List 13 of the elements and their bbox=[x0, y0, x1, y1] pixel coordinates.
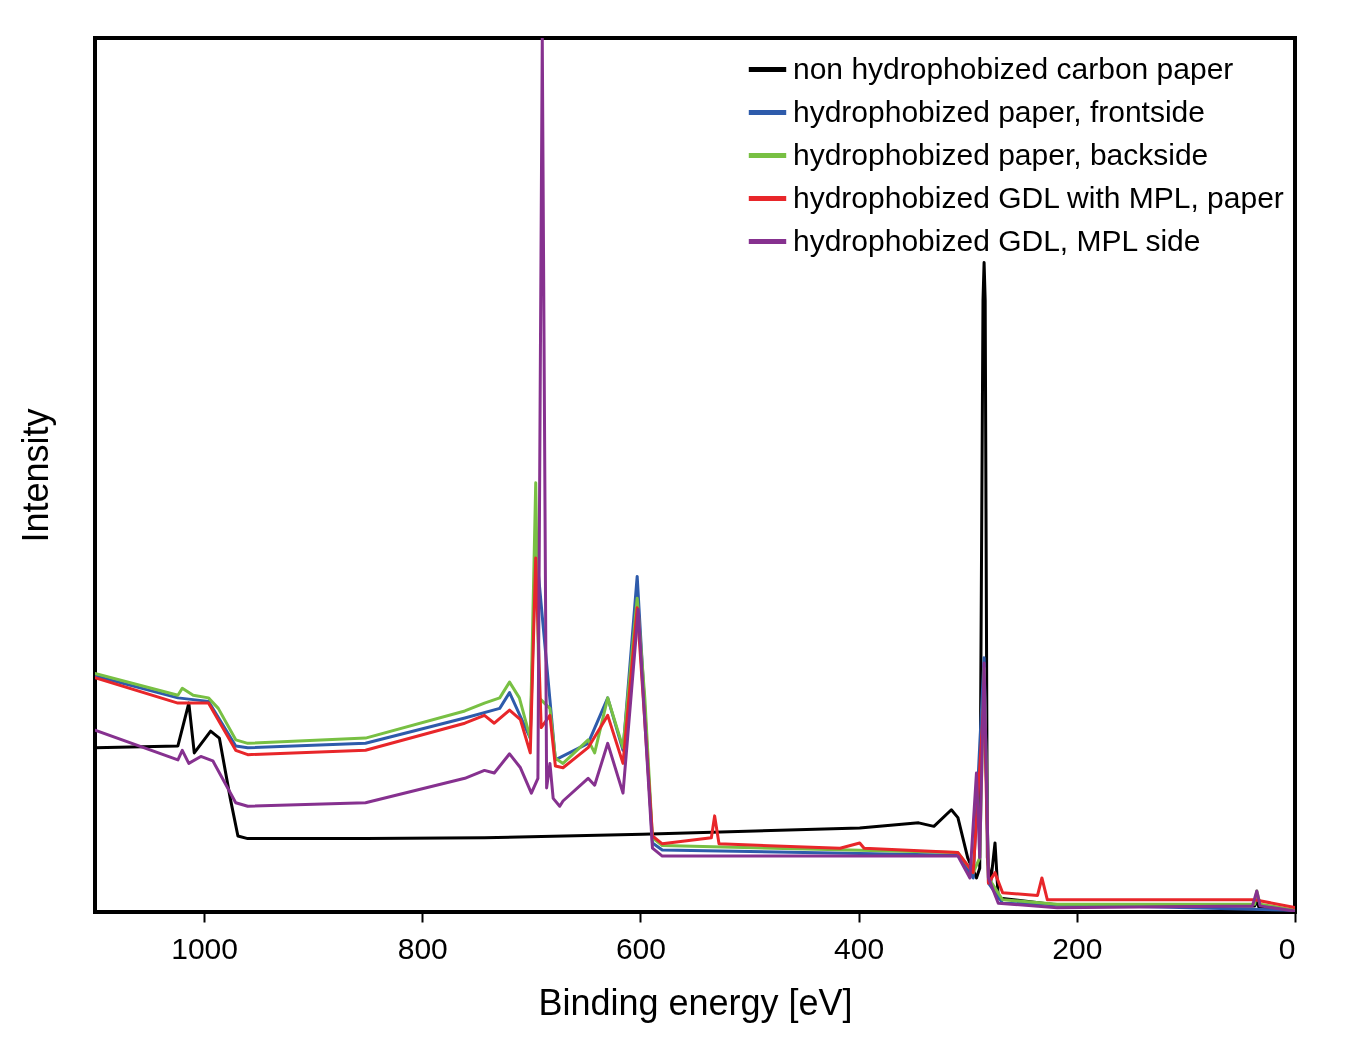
x-tick-label: 600 bbox=[615, 931, 666, 965]
x-tick-label: 0 bbox=[1278, 931, 1296, 965]
y-axis-title: Intensity bbox=[14, 408, 56, 543]
legend-label: hydrophobized paper, backside bbox=[793, 137, 1209, 171]
x-tick-label: 400 bbox=[834, 931, 885, 965]
x-axis-title: Binding energy [eV] bbox=[538, 981, 853, 1023]
legend-label: non hydrophobized carbon paper bbox=[793, 51, 1234, 85]
legend-label: hydrophobized GDL with MPL, paper bbox=[793, 180, 1284, 214]
x-tick-label: 1000 bbox=[171, 931, 238, 965]
legend-label: hydrophobized GDL, MPL side bbox=[793, 223, 1201, 257]
x-tick-label: 200 bbox=[1052, 931, 1103, 965]
legend-label: hydrophobized paper, frontside bbox=[793, 94, 1205, 128]
x-tick-label: 800 bbox=[397, 931, 448, 965]
